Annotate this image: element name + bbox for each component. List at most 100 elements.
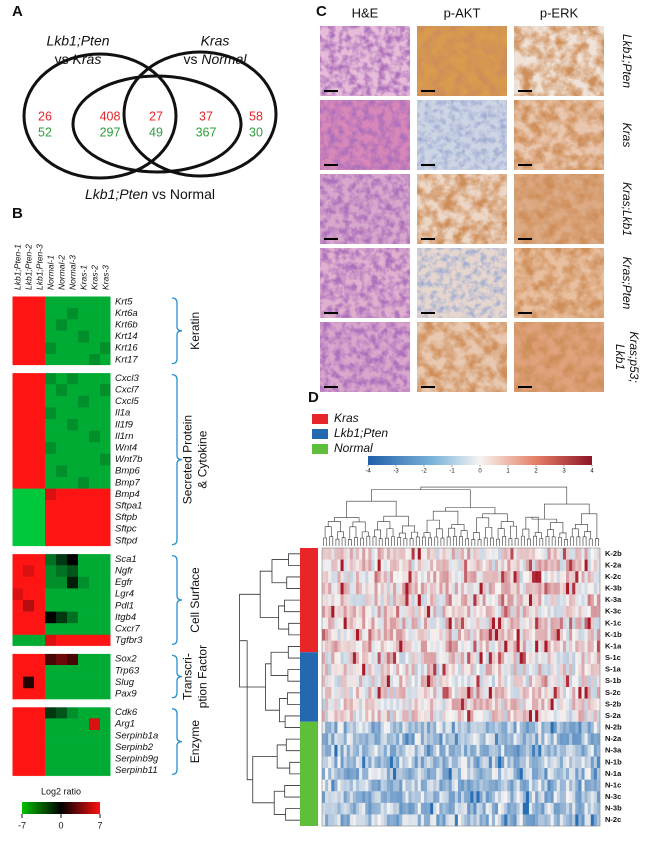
- heatmap-cell-texture: [538, 698, 542, 711]
- heatmap-cell-texture: [581, 744, 585, 757]
- heatmap-cell-texture: [498, 629, 502, 641]
- heatmap-cell-texture: [562, 582, 567, 595]
- heatmap-cell-texture: [448, 802, 452, 815]
- heatmap-cell-texture: [593, 594, 598, 607]
- heatmap-cell-texture: [510, 802, 514, 815]
- heatmap-cell-texture: [377, 791, 381, 804]
- heatmap-cell-texture: [340, 768, 344, 780]
- heatmap-cell-texture: [430, 571, 434, 583]
- heatmap-cell-texture: [408, 721, 412, 734]
- heatmap-cell-texture: [457, 791, 462, 804]
- heatmap-cell-texture: [510, 779, 514, 792]
- heatmap-cell-texture: [578, 744, 582, 757]
- heatmap-cell-texture: [346, 710, 350, 722]
- heatmap-cell-texture: [559, 582, 564, 595]
- heatmap-cell-texture: [464, 710, 468, 722]
- heatmap-cell-texture: [464, 675, 468, 688]
- heatmap-cell-texture: [476, 617, 480, 630]
- heatmap-cell-texture: [402, 605, 406, 618]
- heatmap-cell-texture: [467, 802, 471, 815]
- heatmap-cell-texture: [593, 710, 598, 722]
- heatmap-cell-texture: [494, 582, 499, 595]
- heatmap-cell-texture: [445, 814, 449, 827]
- set-vs: vs: [152, 186, 166, 202]
- heatmap-cell-texture: [578, 756, 582, 769]
- heatmap-cell-texture: [322, 733, 326, 746]
- heatmap-cell-texture: [420, 605, 425, 618]
- heatmap-cell: [100, 741, 112, 754]
- heatmap-cell-texture: [584, 687, 588, 699]
- heatmap-cell-texture: [491, 594, 496, 607]
- heatmap-cell-texture: [331, 548, 335, 560]
- count-down: 49: [149, 125, 163, 139]
- heatmap-cell-texture: [383, 548, 388, 560]
- brace: [171, 297, 183, 365]
- heatmap-cell-texture: [525, 675, 530, 688]
- heatmap-cell: [34, 576, 46, 589]
- heatmap-cell-texture: [556, 629, 561, 641]
- heatmap-cell: [12, 600, 24, 612]
- heatmap-cell-texture: [470, 617, 474, 630]
- heatmap-cell-texture: [430, 710, 434, 722]
- heatmap-cell-texture: [322, 744, 326, 757]
- heatmap-cell-texture: [596, 605, 601, 618]
- heatmap-cell-texture: [399, 548, 403, 560]
- heatmap-cell-texture: [522, 687, 527, 699]
- heatmap-cell-texture: [590, 756, 595, 769]
- heatmap-cell-texture: [596, 744, 601, 757]
- heatmap-cell-texture: [442, 687, 446, 699]
- heatmap-cell-texture: [559, 814, 564, 827]
- heatmap-cell-texture: [349, 640, 354, 653]
- heatmap-cell-texture: [473, 617, 477, 630]
- heatmap-cell-texture: [473, 640, 477, 653]
- heatmap-cell-texture: [510, 605, 514, 618]
- heatmap-cell-texture: [569, 594, 573, 607]
- heatmap-cell: [56, 430, 68, 443]
- heatmap-cell: [56, 588, 68, 601]
- heatmap-cell: [12, 488, 24, 501]
- heatmap-cell-texture: [328, 663, 332, 676]
- heatmap-cell-texture: [454, 779, 459, 792]
- heatmap-cell: [12, 477, 24, 489]
- heatmap-cell-texture: [513, 710, 517, 722]
- heatmap-cell-texture: [414, 721, 418, 734]
- heatmap-cell-texture: [399, 779, 403, 792]
- heatmap-cell-texture: [482, 559, 486, 572]
- heatmap-cell-texture: [504, 559, 508, 572]
- heatmap-cell-texture: [572, 768, 576, 780]
- heatmap-cell: [100, 565, 112, 578]
- heatmap-cell-texture: [541, 814, 545, 827]
- heatmap-cell-texture: [491, 548, 496, 560]
- row-label: S-1b: [605, 676, 622, 685]
- column-label: Lkb1;Pten-2: [23, 244, 33, 290]
- heatmap-cell-texture: [507, 814, 511, 827]
- heatmap-cell-texture: [538, 802, 542, 815]
- heatmap-cell-texture: [359, 548, 363, 560]
- heatmap-cell-texture: [522, 710, 527, 722]
- heatmap-cell-texture: [420, 768, 425, 780]
- heatmap-cell: [34, 419, 46, 431]
- heatmap-cell-texture: [553, 605, 557, 618]
- heatmap-cell: [67, 372, 79, 385]
- heatmap-cell: [56, 741, 68, 754]
- heatmap-cell-texture: [491, 756, 496, 769]
- heatmap-cell-texture: [414, 571, 418, 583]
- heatmap-cell-texture: [494, 652, 499, 665]
- heatmap-cell-texture: [569, 559, 573, 572]
- heatmap-cell-texture: [349, 744, 354, 757]
- heatmap-cell-texture: [340, 756, 344, 769]
- heatmap-cell-texture: [488, 721, 493, 734]
- heatmap-cell-texture: [325, 559, 329, 572]
- tick-label: -1: [449, 469, 455, 475]
- heatmap-cell-texture: [547, 548, 551, 560]
- heatmap-cell-texture: [494, 640, 499, 653]
- heatmap-cell-texture: [528, 548, 533, 560]
- heatmap-cell-texture: [566, 652, 570, 665]
- heatmap-cell-texture: [470, 571, 474, 583]
- column-label: Normal-1: [45, 255, 55, 290]
- heatmap-cell-texture: [547, 687, 551, 699]
- heatmap-cell-texture: [485, 698, 489, 711]
- heatmap-cell-texture: [420, 640, 425, 653]
- heatmap-cell-texture: [334, 698, 338, 711]
- heatmap-cell: [12, 419, 24, 431]
